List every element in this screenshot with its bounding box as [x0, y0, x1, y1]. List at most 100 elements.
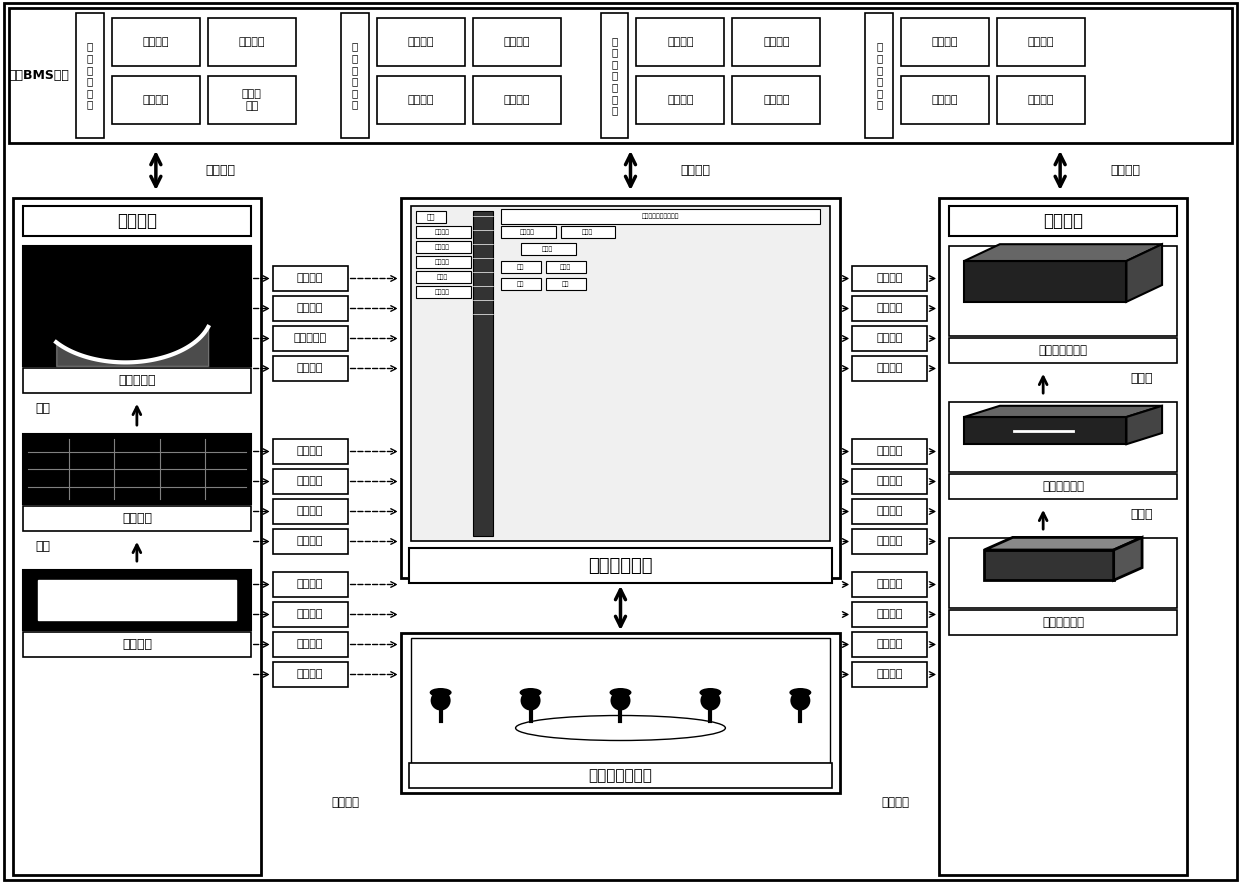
Text: 电池模组: 电池模组 — [122, 512, 151, 525]
Text: 数据处理: 数据处理 — [520, 230, 536, 235]
Text: 热
管
理
系
统
终
端: 热 管 理 系 统 终 端 — [611, 35, 618, 116]
FancyBboxPatch shape — [965, 417, 1126, 444]
Text: 单体电池模型: 单体电池模型 — [1042, 616, 1084, 629]
Text: 拓扑效率: 拓扑效率 — [408, 95, 434, 105]
FancyBboxPatch shape — [733, 18, 821, 66]
Text: 安全服务: 安全服务 — [932, 95, 959, 105]
FancyBboxPatch shape — [24, 570, 250, 630]
FancyBboxPatch shape — [852, 356, 928, 381]
Text: 残值评价: 残值评价 — [298, 274, 324, 283]
Text: 剩余容量: 剩余容量 — [298, 579, 324, 590]
Polygon shape — [965, 245, 1162, 261]
Text: 寿命预测: 寿命预测 — [877, 447, 903, 457]
FancyBboxPatch shape — [273, 266, 347, 291]
Text: 远程交互: 远程交互 — [206, 164, 236, 177]
FancyBboxPatch shape — [950, 246, 1177, 336]
FancyBboxPatch shape — [112, 76, 200, 124]
Polygon shape — [985, 538, 1142, 550]
FancyBboxPatch shape — [24, 434, 250, 504]
Ellipse shape — [699, 688, 722, 697]
FancyBboxPatch shape — [24, 506, 250, 531]
FancyBboxPatch shape — [273, 439, 347, 464]
FancyBboxPatch shape — [939, 198, 1187, 875]
FancyBboxPatch shape — [273, 602, 347, 627]
Circle shape — [790, 691, 811, 711]
FancyBboxPatch shape — [501, 261, 541, 273]
FancyBboxPatch shape — [852, 572, 928, 597]
Text: 电压采集: 电压采集 — [143, 37, 169, 47]
Text: 时变流场: 时变流场 — [667, 95, 693, 105]
Text: 远程交互: 远程交互 — [1110, 164, 1140, 177]
FancyBboxPatch shape — [950, 538, 1177, 608]
Text: 安全: 安全 — [517, 281, 525, 287]
Ellipse shape — [610, 688, 631, 697]
Text: 电池: 电池 — [427, 214, 435, 220]
FancyBboxPatch shape — [273, 529, 347, 554]
FancyBboxPatch shape — [546, 278, 585, 290]
FancyBboxPatch shape — [901, 18, 990, 66]
FancyBboxPatch shape — [901, 76, 990, 124]
Text: 温度仿真: 温度仿真 — [877, 639, 903, 650]
FancyBboxPatch shape — [415, 211, 445, 223]
FancyBboxPatch shape — [208, 76, 296, 124]
FancyBboxPatch shape — [273, 469, 347, 494]
FancyBboxPatch shape — [472, 18, 560, 66]
FancyBboxPatch shape — [24, 246, 250, 366]
FancyBboxPatch shape — [415, 271, 471, 283]
FancyBboxPatch shape — [415, 241, 471, 253]
FancyBboxPatch shape — [24, 632, 250, 657]
Text: 虚拟边界: 虚拟边界 — [877, 507, 903, 517]
FancyBboxPatch shape — [985, 550, 1114, 580]
FancyBboxPatch shape — [410, 638, 831, 763]
Text: 热管理: 热管理 — [436, 275, 449, 280]
Text: 集成: 集成 — [36, 402, 51, 414]
Text: 工况仿真: 工况仿真 — [877, 609, 903, 620]
Text: 云端计算平台管理系统: 云端计算平台管理系统 — [642, 214, 680, 219]
Text: 残值估计: 残值估计 — [877, 274, 903, 283]
Text: 电压仿真: 电压仿真 — [877, 669, 903, 680]
Text: 安
全
服
务
终
端: 安 全 服 务 终 端 — [877, 42, 883, 109]
FancyBboxPatch shape — [9, 8, 1233, 143]
Text: 电池组系统: 电池组系统 — [118, 374, 156, 387]
FancyBboxPatch shape — [950, 402, 1177, 472]
FancyBboxPatch shape — [950, 610, 1177, 635]
Text: 虚拟实体: 虚拟实体 — [1043, 212, 1084, 230]
Text: 终端BMS系统: 终端BMS系统 — [9, 69, 69, 82]
Text: 工况仿真: 工况仿真 — [877, 537, 903, 547]
FancyBboxPatch shape — [997, 18, 1085, 66]
Text: 算法库: 算法库 — [582, 230, 593, 235]
Ellipse shape — [516, 715, 725, 741]
Text: 云端计算系统: 云端计算系统 — [588, 556, 652, 575]
Text: 状态估计: 状态估计 — [435, 245, 450, 250]
Text: 全生命周期: 全生命周期 — [294, 334, 327, 343]
Text: 工况仿真: 工况仿真 — [877, 364, 903, 374]
Polygon shape — [1114, 538, 1142, 580]
Text: 孪生云数据平台: 孪生云数据平台 — [589, 768, 652, 783]
Text: 安全边界: 安全边界 — [298, 507, 324, 517]
FancyBboxPatch shape — [415, 286, 471, 298]
Circle shape — [610, 691, 630, 711]
Text: 策略优化: 策略优化 — [763, 95, 790, 105]
Text: 电池模组模型: 电池模组模型 — [1042, 480, 1084, 493]
Text: 均衡管理: 均衡管理 — [435, 260, 450, 265]
FancyBboxPatch shape — [636, 76, 724, 124]
FancyBboxPatch shape — [273, 326, 347, 351]
FancyBboxPatch shape — [852, 499, 928, 524]
Circle shape — [701, 691, 720, 711]
Text: 单体电池: 单体电池 — [122, 638, 151, 651]
FancyBboxPatch shape — [950, 474, 1177, 499]
Circle shape — [430, 691, 450, 711]
Text: 云端修正: 云端修正 — [298, 304, 324, 313]
FancyBboxPatch shape — [852, 266, 928, 291]
FancyBboxPatch shape — [112, 18, 200, 66]
Text: 温度采集: 温度采集 — [143, 95, 169, 105]
FancyBboxPatch shape — [409, 763, 832, 788]
FancyBboxPatch shape — [521, 243, 575, 255]
Text: 均衡: 均衡 — [517, 264, 525, 270]
Text: 策略更新: 策略更新 — [503, 95, 529, 105]
FancyBboxPatch shape — [410, 206, 831, 541]
Text: 安全管理: 安全管理 — [435, 290, 450, 295]
FancyBboxPatch shape — [472, 211, 492, 536]
FancyBboxPatch shape — [273, 296, 347, 321]
FancyBboxPatch shape — [965, 261, 1126, 302]
